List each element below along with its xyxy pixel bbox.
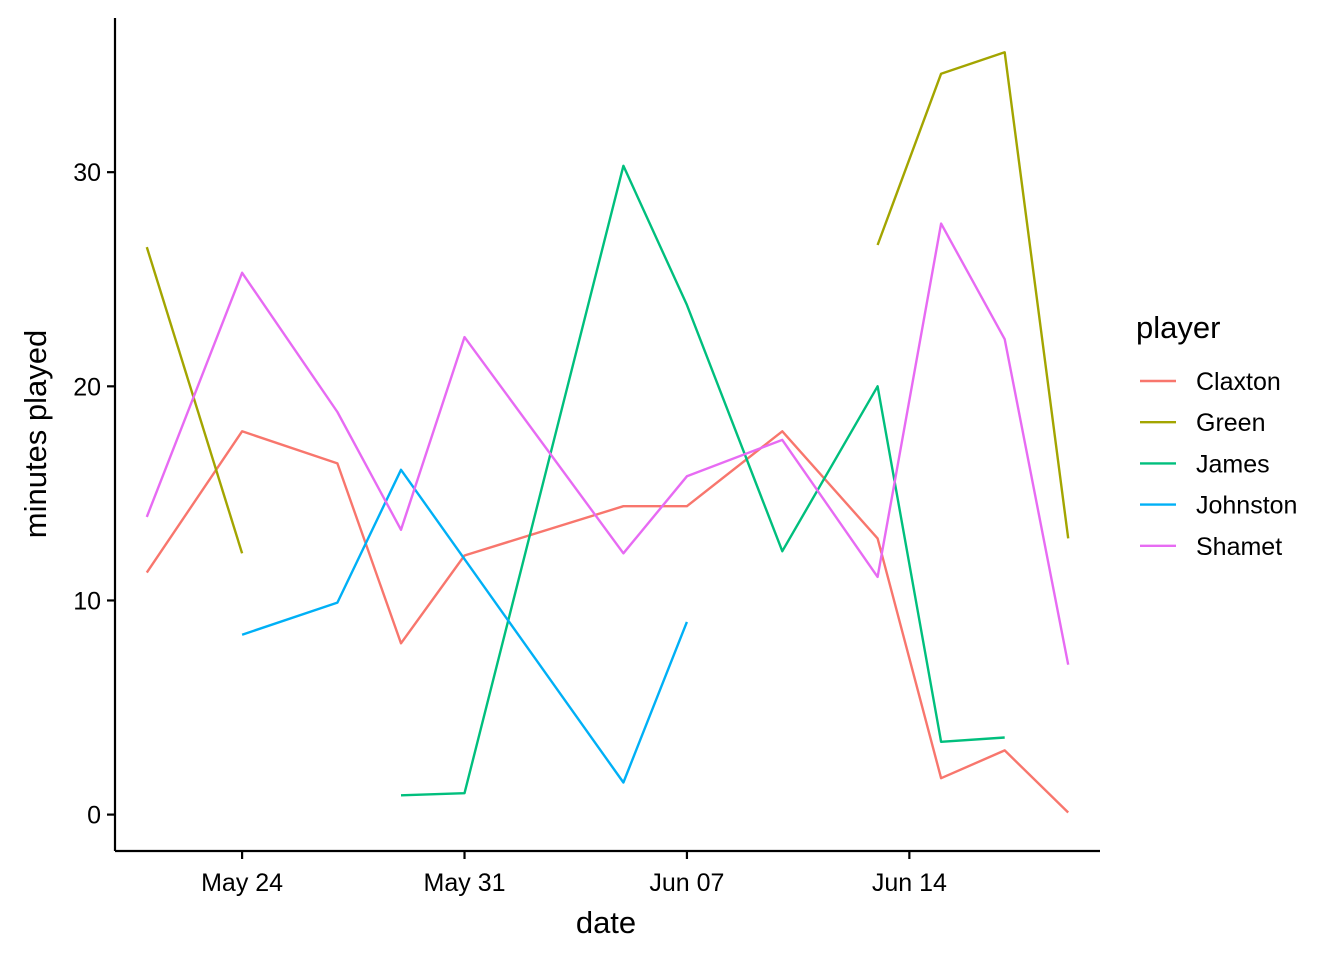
legend-label: Green <box>1196 409 1265 437</box>
series-line-green-0 <box>145 246 244 554</box>
series-line-shamet-0 <box>145 222 1070 665</box>
legend-item-green: Green <box>1140 409 1265 437</box>
x-axis-title: date <box>576 905 636 940</box>
series-line-james-0 <box>400 164 1005 797</box>
x-tick-label: Jun 14 <box>872 869 947 897</box>
y-tick-label: 30 <box>73 159 101 187</box>
legend-item-shamet: Shamet <box>1140 533 1282 561</box>
x-tick-label: May 31 <box>424 869 506 897</box>
series-line-claxton-0 <box>145 430 1070 814</box>
series-james <box>400 164 1005 797</box>
series-line-johnston-0 <box>241 468 689 784</box>
legend-item-claxton: Claxton <box>1140 368 1281 396</box>
y-axis-title: minutes played <box>18 330 53 539</box>
series-green <box>145 51 1070 554</box>
y-tick-label: 0 <box>87 802 101 830</box>
series-claxton <box>145 430 1070 814</box>
legend-item-james: James <box>1140 450 1270 478</box>
legend-label: Johnston <box>1196 492 1297 520</box>
legend-label: Shamet <box>1196 533 1282 561</box>
ticks-layer: 0 10 20 30 May 24 May 31 Jun 07 Jun 14 <box>73 159 947 897</box>
legend-title: player <box>1136 310 1220 345</box>
series-johnston <box>241 468 689 784</box>
legend: player Claxton Green James Johnston Shamet <box>1136 310 1297 561</box>
legend-item-johnston: Johnston <box>1140 492 1297 520</box>
y-tick-label: 10 <box>73 587 101 615</box>
x-tick-label: May 24 <box>201 869 283 897</box>
y-tick-label: 20 <box>73 373 101 401</box>
legend-items: Claxton Green James Johnston Shamet <box>1140 368 1297 561</box>
legend-label: James <box>1196 450 1270 478</box>
series-line-green-1 <box>876 51 1070 539</box>
x-tick-label: Jun 07 <box>649 869 724 897</box>
series-shamet <box>145 222 1070 665</box>
axes-layer <box>113 18 1100 853</box>
series-layer <box>145 51 1070 814</box>
legend-label: Claxton <box>1196 368 1281 396</box>
